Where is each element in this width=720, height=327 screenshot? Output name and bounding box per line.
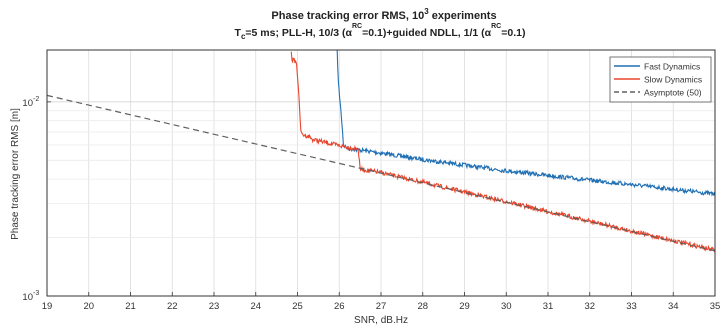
x-tick-label: 28	[417, 301, 428, 312]
chart-title-main: Phase tracking error RMS, 10	[271, 10, 424, 22]
x-tick-label: 35	[710, 301, 720, 312]
y-tick-label: 10	[22, 292, 33, 303]
series-line-0	[336, 49, 716, 197]
x-axis-label: SNR, dB.Hz	[354, 315, 408, 326]
legend-label: Slow Dynamics	[644, 75, 702, 85]
x-tick-label: 22	[167, 301, 178, 312]
x-tick-label: 21	[125, 301, 136, 312]
x-tick-label: 27	[376, 301, 387, 312]
x-tick-label: 26	[334, 301, 345, 312]
subtitle-part: =0.1)	[501, 27, 525, 39]
x-tick-label: 23	[209, 301, 220, 312]
y-tick-label: 10	[22, 98, 33, 109]
subtitle-part: =0.1)+guided NDLL, 1/1 (	[362, 27, 485, 39]
x-axis-ticks: 19 20 21 22 23 24 25 26 27 28 29 30 31 32 33 34 35	[42, 292, 720, 312]
subtitle-part: RC	[352, 23, 362, 30]
legend-label: Asymptote (50)	[644, 88, 702, 98]
subtitle-part: RC	[491, 23, 501, 30]
x-tick-label: 33	[626, 301, 637, 312]
subtitle-part: c	[241, 32, 246, 41]
chart-subtitle: Tc=5 ms; PLL-H, 10/3 (αRC=0.1)+guided ND…	[235, 23, 526, 41]
x-tick-label: 25	[292, 301, 303, 312]
x-tick-label: 30	[501, 301, 512, 312]
chart-title: Phase tracking error RMS, 103 experiment…	[271, 7, 496, 22]
legend-label: Fast Dynamics	[644, 62, 700, 72]
series-line-2	[46, 94, 716, 252]
data-series	[46, 49, 716, 253]
y-tick-exponent: -3	[33, 290, 39, 297]
x-tick-label: 29	[459, 301, 470, 312]
subtitle-part: =5 ms; PLL-H, 10/3 (	[245, 27, 346, 39]
subtitle-part: α	[485, 27, 492, 39]
x-tick-label: 20	[83, 301, 94, 312]
x-tick-label: 34	[668, 301, 679, 312]
subtitle-part: α	[346, 27, 353, 39]
y-tick-exponent: -2	[33, 96, 39, 103]
chart-title-tail: experiments	[429, 10, 497, 22]
x-tick-label: 32	[584, 301, 595, 312]
y-axis-ticks: 10-210-3	[22, 96, 51, 303]
subtitle-part: T	[235, 27, 242, 39]
chart-title-exponent: 3	[424, 7, 429, 16]
legend: Fast Dynamics Slow Dynamics Asymptote (50)	[609, 56, 712, 103]
series-line-1	[290, 51, 716, 253]
x-tick-label: 19	[42, 301, 53, 312]
x-tick-label: 31	[543, 301, 554, 312]
y-axis-label: Phase tracking error RMS [m]	[10, 108, 21, 240]
x-tick-label: 24	[250, 301, 261, 312]
